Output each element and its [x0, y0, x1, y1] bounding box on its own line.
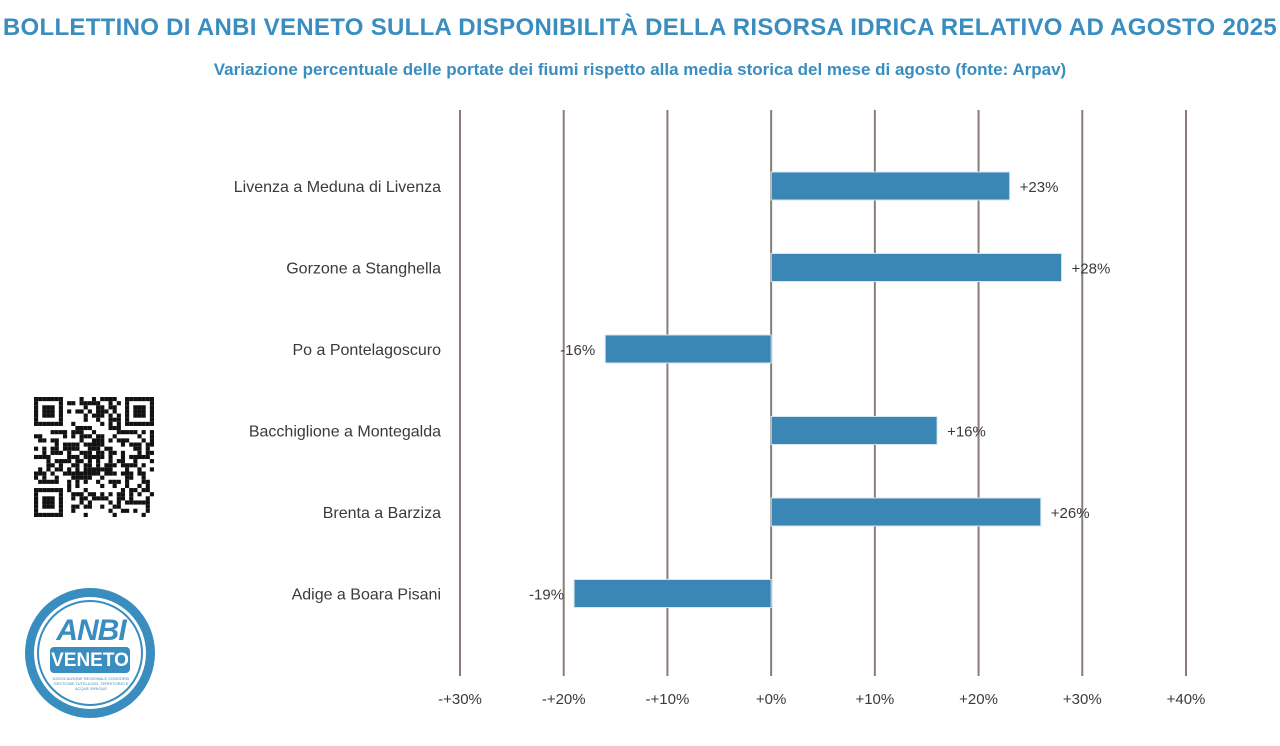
data-label: +26% [1051, 505, 1090, 522]
category-label: Adige a Boara Pisani [292, 587, 441, 604]
bar [770, 253, 1063, 282]
x-tick-label: +30% [1063, 691, 1102, 708]
x-tick-label: -+30% [438, 691, 482, 708]
category-label: Brenta a Barziza [323, 505, 441, 522]
page-title: BOLLETTINO DI ANBI VENETO SULLA DISPONIB… [2, 14, 1278, 41]
data-label: -16% [560, 342, 595, 359]
x-tick-label: +40% [1167, 691, 1206, 708]
chart-subtitle: Variazione percentuale delle portate dei… [213, 60, 1067, 79]
logo-small-text: ASSOCIAZIONE REGIONALE CONSORZI GESTIONE… [52, 676, 130, 691]
data-label: -19% [529, 587, 564, 604]
data-label: +16% [947, 424, 986, 441]
x-tick-label: +10% [855, 691, 894, 708]
bar [770, 171, 1011, 201]
bar [770, 497, 1042, 527]
logo-anbi-text: ANBI [56, 614, 126, 647]
bar [604, 334, 772, 364]
data-label: +28% [1072, 261, 1111, 278]
x-tick-label: +0% [756, 691, 786, 708]
category-label: Po a Pontelagoscuro [292, 342, 441, 359]
bar [770, 416, 938, 445]
x-tick-label: -+10% [646, 691, 690, 708]
category-label: Bacchiglione a Montegalda [249, 424, 441, 441]
category-label: Livenza a Meduna di Livenza [234, 179, 441, 196]
x-tick-label: +20% [959, 691, 998, 708]
x-tick-label: -+20% [542, 691, 586, 708]
anbi-veneto-logo [25, 588, 155, 718]
category-label: Gorzone a Stanghella [286, 261, 441, 278]
qr-code [34, 397, 154, 517]
data-label: +23% [1020, 179, 1059, 196]
logo-veneto-text: VENETO [51, 650, 129, 671]
bar [573, 579, 772, 608]
